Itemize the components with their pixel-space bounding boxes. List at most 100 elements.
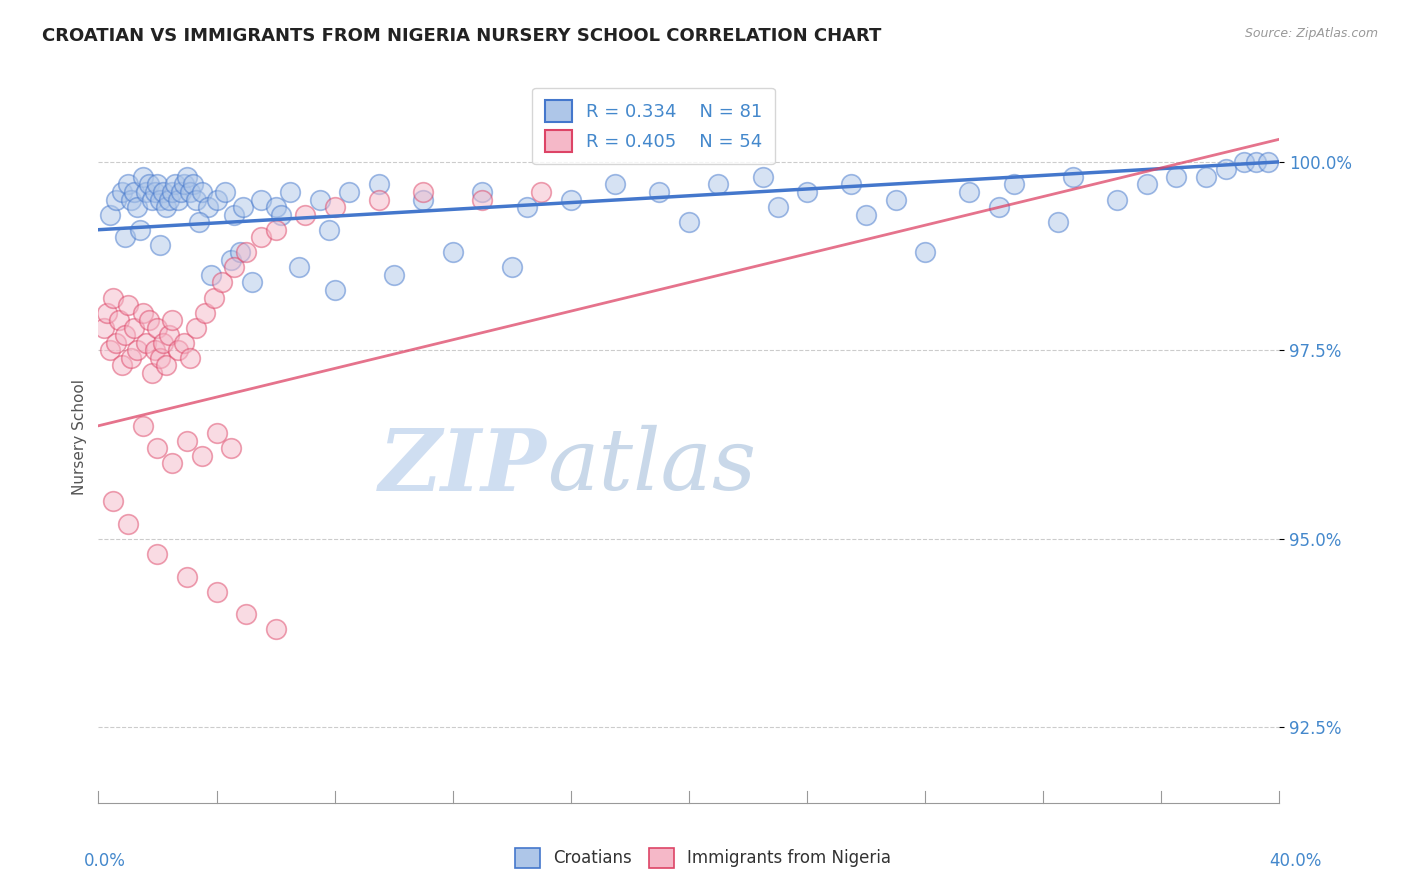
Point: [214, 185, 236, 199]
Point: [173, 178, 195, 192]
Point: [412, 193, 434, 207]
Point: [678, 215, 700, 229]
Point: [117, 516, 139, 531]
Point: [235, 245, 257, 260]
Point: [264, 623, 287, 637]
Point: [232, 200, 254, 214]
Point: [224, 208, 246, 222]
Point: [187, 215, 209, 229]
Point: [368, 193, 391, 207]
Point: [111, 185, 134, 199]
Point: [1136, 178, 1159, 192]
Point: [138, 178, 160, 192]
Point: [959, 185, 981, 199]
Point: [1257, 154, 1279, 169]
Point: [294, 208, 316, 222]
Text: 40.0%: 40.0%: [1270, 852, 1322, 870]
Point: [339, 185, 361, 199]
Point: [179, 351, 201, 365]
Point: [530, 185, 553, 199]
Point: [250, 230, 273, 244]
Point: [197, 200, 219, 214]
Point: [98, 208, 121, 222]
Point: [914, 245, 936, 260]
Point: [264, 223, 287, 237]
Point: [1195, 169, 1218, 184]
Point: [93, 320, 115, 334]
Point: [205, 193, 228, 207]
Point: [382, 268, 405, 282]
Point: [471, 193, 494, 207]
Point: [132, 418, 155, 433]
Point: [122, 185, 145, 199]
Point: [323, 283, 346, 297]
Point: [516, 200, 538, 214]
Point: [318, 223, 340, 237]
Y-axis label: Nursery School: Nursery School: [72, 379, 87, 495]
Point: [149, 193, 172, 207]
Point: [152, 185, 174, 199]
Point: [132, 306, 155, 320]
Point: [125, 343, 148, 358]
Text: CROATIAN VS IMMIGRANTS FROM NIGERIA NURSERY SCHOOL CORRELATION CHART: CROATIAN VS IMMIGRANTS FROM NIGERIA NURS…: [42, 27, 882, 45]
Point: [138, 313, 160, 327]
Point: [122, 320, 145, 334]
Point: [766, 200, 789, 214]
Point: [221, 442, 243, 456]
Point: [111, 359, 134, 373]
Point: [146, 320, 169, 334]
Text: 0.0%: 0.0%: [84, 852, 127, 870]
Point: [270, 208, 292, 222]
Point: [1107, 193, 1129, 207]
Point: [143, 185, 166, 199]
Point: [141, 366, 163, 380]
Point: [179, 185, 201, 199]
Point: [103, 291, 125, 305]
Point: [501, 260, 523, 275]
Point: [176, 434, 198, 448]
Point: [146, 178, 169, 192]
Point: [155, 200, 177, 214]
Point: [135, 185, 157, 199]
Point: [184, 320, 207, 334]
Text: Source: ZipAtlas.com: Source: ZipAtlas.com: [1244, 27, 1378, 40]
Point: [221, 252, 243, 267]
Point: [1047, 215, 1070, 229]
Point: [170, 185, 193, 199]
Point: [117, 178, 139, 192]
Point: [280, 185, 302, 199]
Point: [176, 569, 198, 583]
Point: [202, 291, 225, 305]
Point: [117, 298, 139, 312]
Point: [264, 200, 287, 214]
Point: [114, 230, 136, 244]
Point: [105, 193, 128, 207]
Point: [162, 313, 183, 327]
Point: [309, 193, 332, 207]
Point: [605, 178, 627, 192]
Point: [250, 193, 273, 207]
Point: [181, 178, 204, 192]
Point: [184, 193, 207, 207]
Point: [412, 185, 434, 199]
Point: [1062, 169, 1084, 184]
Point: [224, 260, 246, 275]
Point: [648, 185, 671, 199]
Point: [167, 343, 190, 358]
Point: [98, 343, 121, 358]
Point: [157, 193, 180, 207]
Point: [162, 457, 183, 471]
Point: [152, 335, 174, 350]
Point: [176, 169, 198, 184]
Point: [796, 185, 818, 199]
Point: [141, 193, 163, 207]
Point: [1215, 162, 1237, 177]
Point: [884, 193, 907, 207]
Point: [157, 328, 180, 343]
Point: [1244, 154, 1267, 169]
Point: [155, 359, 177, 373]
Point: [120, 193, 142, 207]
Point: [105, 335, 128, 350]
Point: [988, 200, 1011, 214]
Point: [707, 178, 730, 192]
